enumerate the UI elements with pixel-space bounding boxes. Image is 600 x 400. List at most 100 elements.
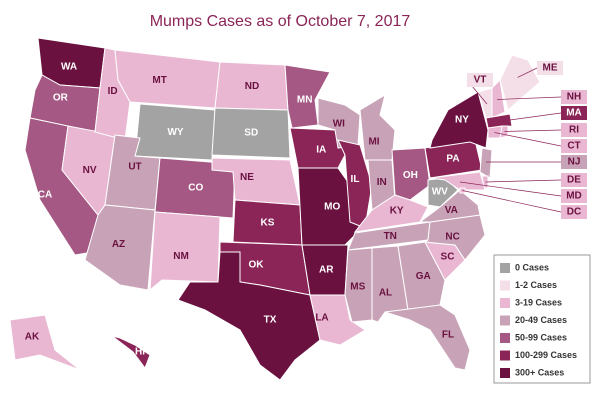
legend-label: 300+ Cases: [515, 367, 564, 377]
state: [149, 211, 221, 292]
state-label: VT: [474, 75, 487, 86]
state-label-box: [561, 123, 587, 137]
state-label: NY: [455, 115, 469, 126]
state-label: MO: [324, 201, 340, 212]
state-label-box: [561, 90, 587, 104]
state-label: OH: [403, 170, 418, 181]
state-label: IL: [351, 174, 360, 185]
map-title: Mumps Cases as of October 7, 2017: [150, 13, 411, 30]
state: [499, 54, 541, 111]
state: [423, 214, 486, 261]
state: [391, 147, 431, 201]
state-label: NJ: [568, 157, 581, 168]
state: [289, 127, 346, 169]
state-label: MT: [152, 75, 166, 86]
legend-swatch: [500, 298, 510, 308]
state-label: MN: [297, 95, 313, 106]
state-label: KS: [261, 218, 275, 229]
state-label: ID: [108, 86, 118, 97]
state-label: CT: [567, 141, 580, 152]
state-label: GA: [416, 271, 431, 282]
leader-line: [494, 132, 562, 147]
state-label: AZ: [112, 239, 125, 250]
state-label: DC: [567, 207, 581, 218]
state: [491, 78, 506, 119]
state: [211, 107, 291, 159]
state-label: MD: [566, 191, 582, 202]
legend-swatch: [500, 368, 510, 378]
state: [344, 247, 373, 323]
state-label: NH: [567, 92, 581, 103]
state-label: WY: [167, 127, 183, 138]
state-label-box: [561, 139, 587, 153]
legend-swatch: [500, 280, 510, 291]
state-label: SD: [244, 127, 258, 138]
state-label: OR: [53, 93, 69, 104]
state-label: CO: [188, 183, 203, 194]
legend-label: 100-299 Cases: [515, 350, 577, 360]
state-label: TN: [384, 231, 397, 242]
state-label: SC: [441, 251, 455, 262]
legend-swatch: [500, 333, 510, 343]
leader-line: [517, 67, 538, 78]
legend-label: 1-2 Cases: [515, 280, 557, 290]
state-label: OK: [249, 259, 265, 270]
legend-label: 3-19 Cases: [515, 297, 562, 307]
state-label: NE: [240, 172, 254, 183]
state-label: TX: [264, 315, 277, 326]
state: [359, 93, 396, 161]
state-label-box: [561, 155, 587, 169]
leader-line: [504, 129, 562, 132]
state-label: NC: [445, 232, 459, 243]
state-label: LA: [315, 313, 328, 324]
state-label: PA: [446, 154, 459, 165]
state-label: WA: [61, 61, 77, 72]
state-label: WV: [432, 187, 448, 198]
state-label: KY: [390, 206, 404, 217]
legend-label: 0 Cases: [515, 262, 549, 272]
legend-swatch: [500, 350, 510, 361]
state: [114, 49, 221, 109]
state-label: DE: [567, 175, 581, 186]
state: [177, 251, 321, 381]
state-label-box: [561, 173, 587, 187]
state: [429, 91, 489, 149]
legend-label: 50-99 Cases: [515, 332, 567, 342]
state: [384, 304, 471, 371]
state-label: VA: [445, 205, 458, 216]
state-label: AR: [319, 265, 334, 276]
state: [9, 314, 81, 371]
state-label-box: [561, 205, 587, 219]
state-label: ME: [543, 63, 558, 74]
leader-line: [462, 190, 562, 213]
state-label: HI: [135, 347, 145, 358]
state: [487, 125, 503, 139]
state-label: RI: [569, 125, 579, 136]
state-label-box: [467, 73, 493, 87]
state-label: CA: [38, 190, 52, 201]
state-label: IA: [316, 144, 326, 155]
state-label-box: [561, 106, 587, 120]
state-label-box: [561, 189, 587, 203]
state-label: MA: [566, 108, 582, 119]
state-label: AL: [379, 288, 392, 299]
state-label: MI: [368, 137, 379, 148]
state: [429, 171, 486, 191]
state-label: AK: [25, 332, 40, 343]
state-label: NV: [83, 165, 97, 176]
state-label: IN: [377, 177, 387, 188]
state: [479, 147, 493, 179]
leader-line: [497, 96, 562, 100]
leader-line: [498, 112, 562, 122]
leader-line: [459, 181, 562, 197]
legend-label: 20-49 Cases: [515, 315, 567, 325]
leader-line: [485, 179, 562, 183]
state: [154, 157, 236, 219]
legend-swatch: [500, 263, 510, 273]
legend-swatch: [500, 315, 510, 326]
state-label: ND: [245, 81, 259, 92]
state: [111, 335, 151, 370]
state: [485, 113, 513, 129]
state-label: FL: [442, 330, 454, 341]
